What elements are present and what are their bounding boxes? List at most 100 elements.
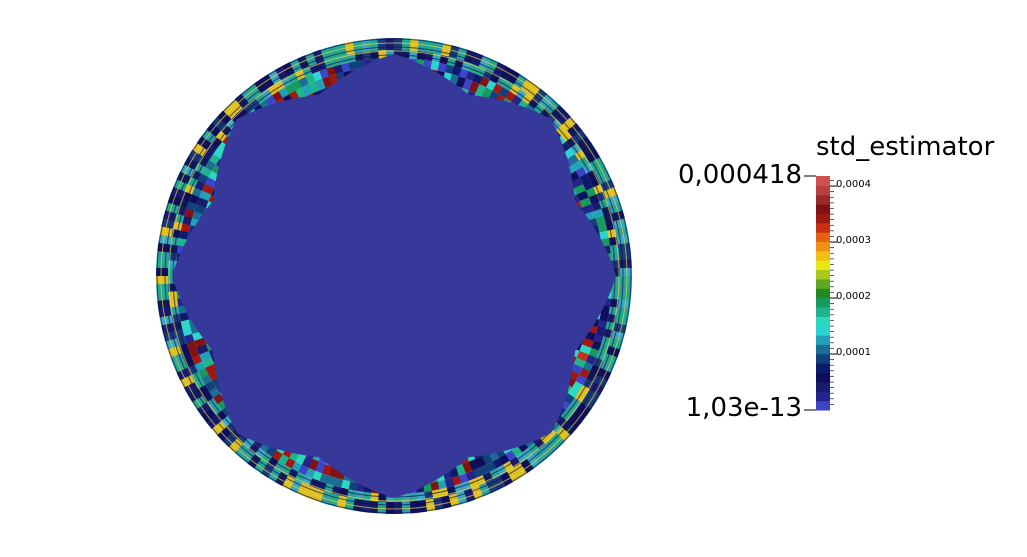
colorbar-swatch bbox=[816, 269, 830, 280]
mesh-cell bbox=[169, 298, 179, 308]
mesh-cell bbox=[194, 337, 207, 348]
range-min-label: 1,03e-13 bbox=[685, 393, 802, 423]
colorbar-swatch bbox=[816, 316, 830, 327]
colorbar-swatch bbox=[816, 213, 830, 224]
mesh-cell bbox=[304, 485, 317, 500]
mesh-cell bbox=[170, 186, 185, 199]
mesh-cell bbox=[593, 208, 604, 219]
mesh-cell bbox=[179, 230, 189, 240]
mesh-cell bbox=[189, 347, 200, 358]
mesh-cell bbox=[168, 290, 178, 300]
mesh-cell bbox=[485, 461, 497, 473]
mesh-cell bbox=[168, 251, 178, 261]
mesh-layer-line bbox=[156, 38, 632, 514]
mesh-cell bbox=[595, 326, 606, 337]
colorbar-swatch bbox=[816, 241, 830, 252]
mesh-cell bbox=[326, 66, 337, 77]
mesh-cell bbox=[186, 340, 197, 351]
mesh-cell bbox=[610, 252, 620, 262]
colorbar-swatch bbox=[816, 185, 830, 196]
mesh-cell bbox=[409, 50, 419, 60]
mesh-cell bbox=[619, 276, 632, 285]
mesh-cell bbox=[416, 51, 426, 61]
mesh-cell bbox=[205, 177, 218, 189]
mesh-cell bbox=[444, 64, 455, 75]
mesh-cell bbox=[369, 492, 379, 502]
mesh-cell bbox=[179, 312, 189, 322]
mesh-cell bbox=[156, 283, 169, 293]
mesh-layer-line bbox=[160, 42, 628, 510]
mesh-cell bbox=[156, 275, 169, 285]
mesh-cell bbox=[295, 452, 307, 465]
mesh-cell bbox=[184, 208, 195, 219]
mesh-cell bbox=[430, 61, 440, 71]
mesh-cell bbox=[608, 202, 623, 215]
mesh-cell bbox=[606, 194, 621, 207]
mesh-cell bbox=[479, 464, 490, 476]
colorbar-swatch bbox=[816, 278, 830, 289]
mesh-cell bbox=[385, 501, 394, 514]
colorbar-swatch bbox=[816, 297, 830, 308]
colorbar-swatch bbox=[816, 204, 830, 214]
mesh-cell bbox=[304, 467, 316, 479]
mesh-cell bbox=[570, 363, 583, 375]
mesh-cell bbox=[165, 337, 180, 350]
mesh-cell bbox=[465, 470, 476, 481]
mesh-cell bbox=[588, 194, 599, 205]
mesh-cell bbox=[291, 79, 303, 91]
colorbar-swatch bbox=[816, 335, 830, 345]
mesh-cell bbox=[184, 333, 195, 344]
tick-label-2: 0,0002 bbox=[836, 291, 871, 302]
mesh-cell bbox=[322, 76, 333, 89]
colorbar-swatch bbox=[816, 288, 830, 299]
mesh-cell bbox=[312, 71, 323, 82]
mesh-cell bbox=[609, 298, 619, 308]
mesh-cell bbox=[378, 50, 387, 59]
mesh-cell bbox=[599, 230, 609, 240]
colorbar-swatch bbox=[816, 232, 830, 243]
mesh-cell bbox=[385, 38, 395, 51]
mesh-cell bbox=[197, 367, 209, 379]
colorbar-swatch bbox=[816, 260, 830, 271]
scalar-bar-title: std_estimator bbox=[816, 132, 995, 162]
mesh-cell bbox=[348, 61, 358, 71]
mesh-cell bbox=[180, 319, 191, 329]
colorbar-swatch bbox=[816, 176, 830, 186]
mesh-cell bbox=[393, 501, 403, 514]
mesh-cell bbox=[570, 177, 583, 189]
mesh-cell bbox=[333, 64, 344, 75]
mesh-cell bbox=[362, 51, 372, 61]
colorbar-swatch bbox=[816, 344, 830, 355]
mesh-cell bbox=[471, 52, 484, 67]
mesh-cell bbox=[455, 463, 466, 476]
mesh-cell bbox=[186, 201, 197, 212]
mesh-interior bbox=[172, 54, 616, 498]
colorbar-swatch bbox=[816, 222, 830, 233]
mesh-cell bbox=[298, 76, 309, 88]
mesh-cell bbox=[573, 357, 586, 369]
mesh-cell bbox=[463, 488, 476, 503]
mesh-cell bbox=[465, 71, 477, 82]
mesh-cell bbox=[591, 201, 602, 212]
mesh-cell bbox=[348, 481, 358, 491]
mesh-cell bbox=[585, 187, 597, 198]
colorbar-swatch bbox=[816, 353, 830, 364]
mesh-cell bbox=[320, 47, 333, 62]
mesh-cell bbox=[305, 73, 316, 85]
mesh-cell bbox=[168, 283, 177, 292]
mesh-cell bbox=[599, 312, 609, 322]
mesh-cell bbox=[582, 180, 594, 191]
color-legend-bar[interactable] bbox=[816, 176, 830, 411]
mesh-cell bbox=[611, 260, 620, 269]
mesh-cell bbox=[202, 183, 215, 195]
mesh-cell bbox=[458, 473, 469, 484]
mesh-cell bbox=[430, 481, 440, 491]
mesh-cell bbox=[295, 87, 307, 100]
colorbar-swatch bbox=[816, 307, 830, 317]
mesh-cell bbox=[611, 283, 620, 293]
mesh-cell bbox=[180, 222, 191, 233]
mesh-cell bbox=[475, 84, 487, 97]
color-legend-ticks bbox=[804, 175, 837, 411]
